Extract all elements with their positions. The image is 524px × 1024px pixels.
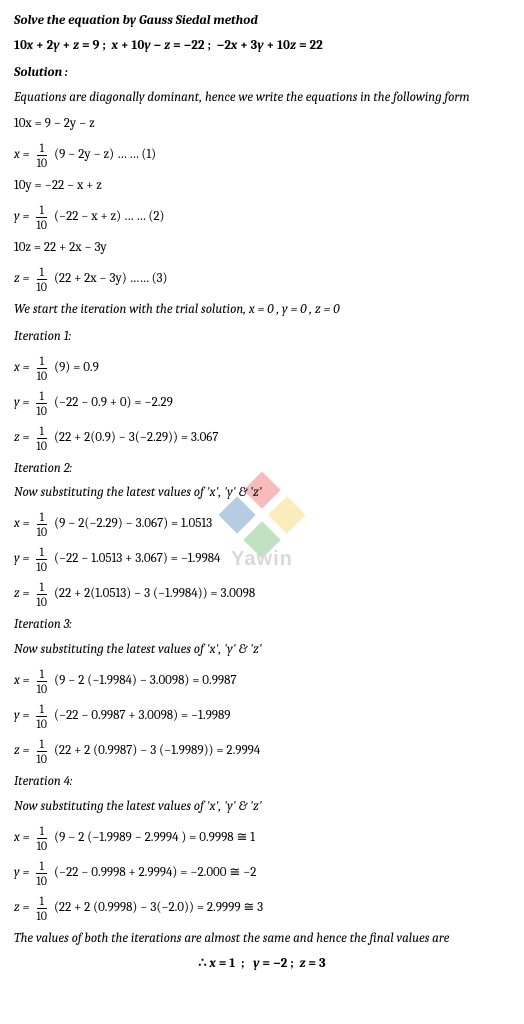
eq-z-rhs: (22 + 2x − 3y) …… (3) <box>54 270 168 289</box>
iter4-z: z = 110 (22 + 2 (0.9998) − 3(−2.0)) = 2.… <box>14 895 510 922</box>
eq-y-rhs: (−22 − x + z) … … (2) <box>54 208 165 227</box>
intro-text: Equations are diagonally dominant, hence… <box>14 89 510 108</box>
iter3-note: Now substituting the latest values of 'x… <box>14 641 510 660</box>
iter3-y: y = 110 (−22 − 0.9987 + 3.0098) = −1.998… <box>14 703 510 730</box>
problem-equations: 10x + 2y + z = 9 ; x + 10y − z = −22 ; −… <box>14 37 510 56</box>
iter2-y: y = 110 (−22 − 1.0513 + 3.067) = −1.9984 <box>14 546 510 573</box>
fraction: 110 <box>33 266 50 293</box>
iteration-1-head: Iteration 1: <box>14 328 510 347</box>
iter1-y: y = 110 (−22 − 0.9 + 0) = −2.29 <box>14 390 510 417</box>
iter2-note: Now substituting the latest values of 'x… <box>14 484 510 503</box>
eq-z: z = 110 (22 + 2x − 3y) …… (3) <box>14 266 510 293</box>
eq-y-lhs: y = <box>14 208 29 227</box>
eq-x-rhs: (9 − 2y − z) … … (1) <box>54 146 156 165</box>
final-text: The values of both the iterations are al… <box>14 930 510 949</box>
fraction: 110 <box>33 204 50 231</box>
rearranged-line-1: 10x = 9 − 2y − z <box>14 115 510 134</box>
rearranged-line-3: 10y = −22 − x + z <box>14 177 510 196</box>
problem-title: Solve the equation by Gauss Siedal metho… <box>14 12 510 31</box>
iter1-z: z = 110 (22 + 2(0.9) − 3(−2.29)) = 3.067 <box>14 425 510 452</box>
start-text: We start the iteration with the trial so… <box>14 301 510 320</box>
iter1-x: x = 110 (9) = 0.9 <box>14 355 510 382</box>
iteration-4-head: Iteration 4: <box>14 773 510 792</box>
iter2-z: z = 110 (22 + 2(1.0513) − 3 (−1.9984)) =… <box>14 581 510 608</box>
eq-x-lhs: x = <box>14 146 30 165</box>
iter4-y: y = 110 (−22 − 0.9998 + 2.9994) = −2.000… <box>14 860 510 887</box>
eq-y: y = 110 (−22 − x + z) … … (2) <box>14 204 510 231</box>
iter3-x: x = 110 (9 − 2 (−1.9984) − 3.0098) = 0.9… <box>14 668 510 695</box>
eq-x: x = 110 (9 − 2y − z) … … (1) <box>14 142 510 169</box>
iteration-2-head: Iteration 2: <box>14 460 510 479</box>
iter2-x: x = 110 (9 − 2(−2.29) − 3.067) = 1.0513 <box>14 511 510 538</box>
eq-z-lhs: z = <box>14 270 29 289</box>
final-answer: ∴ x = 1 ; y = −2 ; z = 3 <box>14 955 510 974</box>
iter4-note: Now substituting the latest values of 'x… <box>14 798 510 817</box>
solution-label: Solution : <box>14 64 510 83</box>
fraction: 110 <box>34 142 51 169</box>
iter3-z: z = 110 (22 + 2 (0.9987) − 3 (−1.9989)) … <box>14 738 510 765</box>
iter4-x: x = 110 (9 − 2 (−1.9989 − 2.9994 ) = 0.9… <box>14 825 510 852</box>
rearranged-line-5: 10z = 22 + 2x − 3y <box>14 239 510 258</box>
iteration-3-head: Iteration 3: <box>14 616 510 635</box>
